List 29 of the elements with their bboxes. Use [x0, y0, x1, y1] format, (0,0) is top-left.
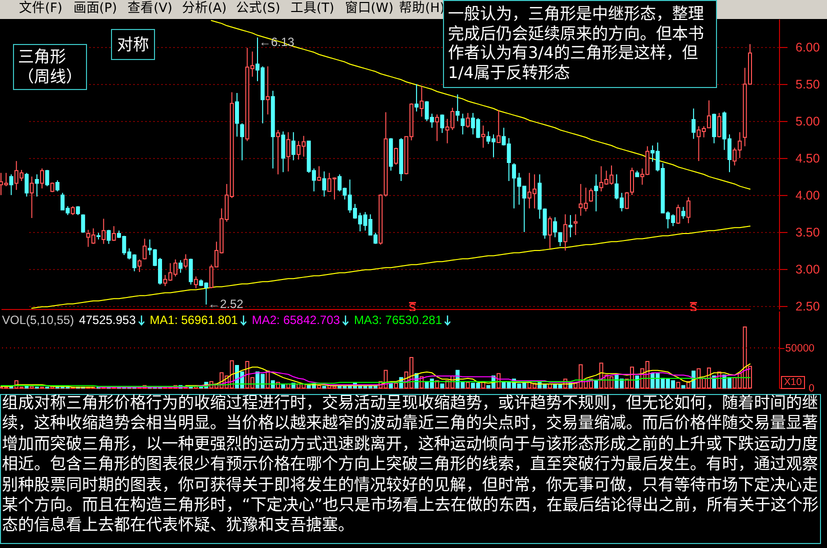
annotation: ←2.52 — [208, 297, 244, 311]
annotation: 一般认为，三角形是中继形态，整理完成后仍会延续原来的方向。但本书作者认为有3/4的三角形是这样，但1/4属于反转形态 — [443, 0, 717, 88]
y-tick-label: 6.00 — [796, 40, 820, 55]
y-tick-label: 4.00 — [796, 188, 820, 203]
annotation: 对称 — [111, 29, 155, 60]
y-tick-label: 5.50 — [796, 78, 820, 92]
y-tick-label: 2.50 — [796, 300, 820, 314]
text: X10 — [781, 376, 805, 389]
text: MA3: 76530.281 — [354, 313, 442, 327]
annotation: 47525.953 — [79, 313, 136, 327]
text: 文件(F) — [19, 0, 62, 18]
y-tick-label: 4.50 — [796, 152, 820, 166]
text: 组成对称三角形价格行为的收缩过程进行时，交易活动呈现收缩趋势，或许趋势不规则，但无论如何，随着时间的继续，这种收缩趋势会相当明显。当价格以越来越窄的波动靠近三角的尖点时，交易量缩减。而后价格伴随交易量显著增加而突破三角形，以一种更强烈的运动方式迅速跳离开，这种运动倾向于与该形态形成之前的上升或下跌运动力度相近。包含三角形的图表很少有预示价格在哪个方向上突破三角形的线索，直至突破行为最后发生。有时，通过观察别种股票同时期的图表，你可获得关于即将发生的情况较好的见解，但时常，你无事可做，只有等待市场下定决心走某个方向。而且在构造三角形时，“下定决心”也只是市场看上去在做的东西，在最后结论得出之前，所有关于这个形态的信息看上去都在代表怀疑、犹豫和支吾搪塞。 — [2, 393, 819, 536]
text: 工具(T) — [290, 0, 334, 18]
text: 帮助(H) — [399, 0, 445, 18]
text: MA2: 65842.703 — [252, 313, 340, 327]
text: MA1: 56961.801 — [150, 313, 238, 327]
y-tick-label: 3.50 — [796, 226, 820, 240]
text: 分析(A) — [182, 0, 227, 18]
y-tick-label: 5.00 — [796, 114, 820, 129]
text: 公式(S) — [236, 0, 280, 18]
text: 查看(V) — [128, 0, 172, 18]
annotation: 三角形（周线） — [13, 44, 87, 90]
y-tick-label: 50000 — [785, 342, 815, 354]
text: 画面(P) — [73, 0, 117, 18]
y-tick-label: 3.00 — [796, 262, 820, 277]
y-tick-label: 0 — [808, 382, 815, 394]
chart-title: VOL(5,10,55) — [2, 313, 74, 327]
text: 窗口(W) — [344, 0, 394, 18]
